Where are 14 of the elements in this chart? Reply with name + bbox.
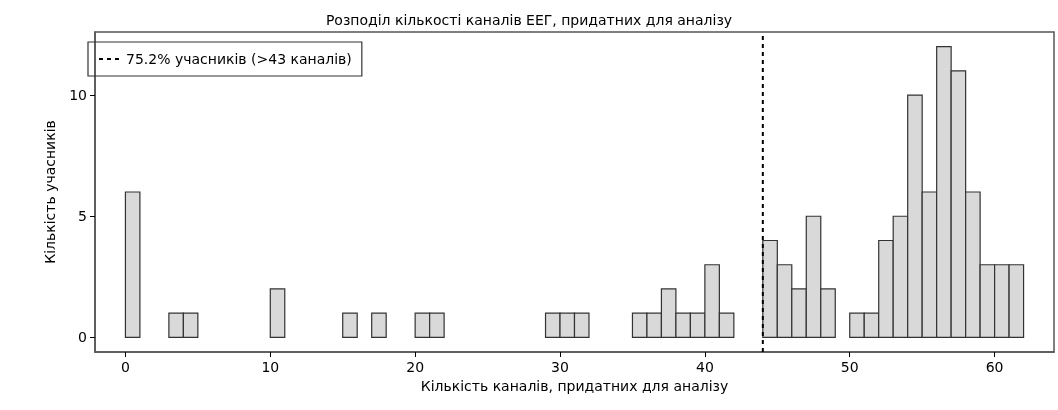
x-tick-label: 40: [695, 359, 714, 375]
y-axis-title: Кількість учасників: [42, 120, 58, 264]
x-tick-label: 10: [261, 359, 280, 375]
y-tick-label: 5: [78, 208, 87, 225]
x-tick-label: 60: [985, 359, 1004, 375]
y-tick-label: 0: [78, 329, 87, 346]
x-tick-label: 20: [406, 359, 425, 375]
x-axis-title: Кількість каналів, придатних для аналізу: [420, 377, 729, 394]
ref-line-label: 75.2% учасників (>43 каналів): [126, 51, 352, 67]
x-tick-label: 0: [120, 359, 130, 375]
chart-title: Розподіл кількості каналів ЕЕГ, придатних для аналізу: [325, 12, 733, 28]
x-tick-label: 50: [840, 359, 859, 375]
x-tick-label: 30: [551, 359, 569, 375]
y-tick-label: 10: [69, 87, 87, 104]
